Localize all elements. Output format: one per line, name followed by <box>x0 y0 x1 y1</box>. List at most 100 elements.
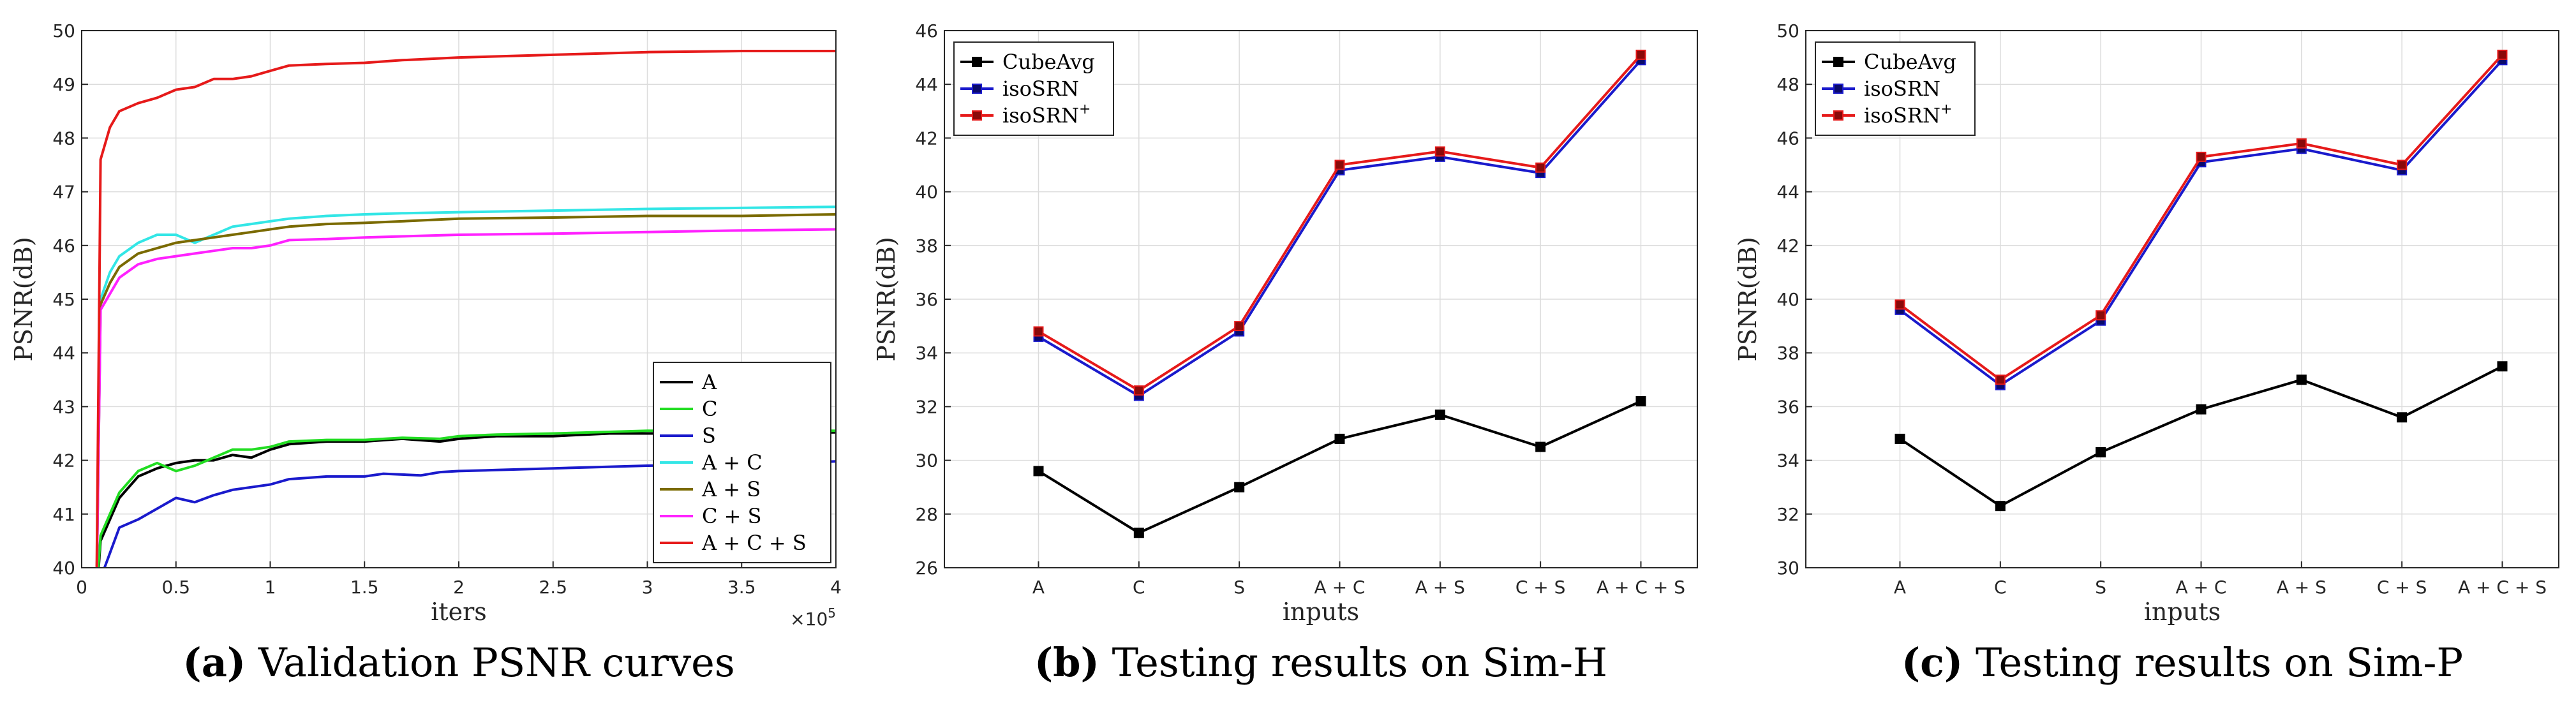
panel-c-caption-text: Testing results on Sim-P <box>1963 639 2463 686</box>
panel-b-y-tick-label: 44 <box>915 74 938 95</box>
panel-b-legend-label: isoSRN+ <box>1002 101 1091 128</box>
panel-c-data-marker <box>2397 159 2408 170</box>
panel-a-y-tick-label: 49 <box>52 74 75 95</box>
panel-a-x-tick-label: 2.5 <box>539 577 567 598</box>
panel-b-y-tick-label: 30 <box>915 450 938 471</box>
panel-c-data-marker <box>2196 151 2207 162</box>
panel-a-ticks: 40 41 42 43 44 45 46 47 48 49 50 0 0.5 1 1.5 2 2.5 3 3.5 4 <box>52 20 842 598</box>
panel-c-y-axis-label: PSNR(dB) <box>1734 237 1762 361</box>
panel-b-data-marker <box>1234 482 1245 492</box>
panel-a-lines <box>95 50 836 568</box>
panel-a-series-line-1 <box>96 429 836 568</box>
panel-c-caption: (c) Testing results on Sim-P <box>1902 639 2463 686</box>
panel-b-data-marker <box>1535 162 1546 173</box>
panel-a-y-tick-label: 43 <box>52 396 75 417</box>
panel-b-x-axis-label: inputs <box>1283 598 1359 626</box>
panel-b-data-marker <box>1033 466 1044 477</box>
panel-a-legend-label: C + S <box>702 504 762 528</box>
legend-label-name: A + S <box>701 477 761 501</box>
legend-label-name: A + C <box>701 450 763 475</box>
panel-a-caption: (a) Validation PSNR curves <box>182 639 734 686</box>
panel-a-y-tick-label: 46 <box>52 235 75 256</box>
panel-a-y-tick-label: 50 <box>52 20 75 41</box>
panel-a-y-tick-label: 41 <box>52 504 75 525</box>
panel-b-y-tick-label: 26 <box>915 558 938 579</box>
panel-c-legend-marker <box>1833 110 1843 121</box>
panel-a-series-line-3 <box>95 205 836 568</box>
panel-c-legend-label: isoSRN <box>1864 77 1940 101</box>
panel-c-y-tick-label: 44 <box>1776 182 1799 203</box>
panel-b-y-tick-label: 46 <box>915 20 938 41</box>
panel-a-y-axis-label: PSNR(dB) <box>10 237 38 361</box>
panel-c-x-tick-label: S <box>2095 577 2106 598</box>
panel-b-data-marker <box>1434 410 1445 420</box>
panel-b-sim-h-results: 26 28 30 32 34 36 38 40 42 44 46 A C S A + C A + S C + S… <box>872 20 1698 686</box>
panel-c-y-tick-label: 46 <box>1776 128 1799 149</box>
panel-b-data-marker <box>1133 528 1144 538</box>
panel-c-data-marker <box>1895 299 1905 310</box>
panel-b-caption-text: Testing results on Sim-H <box>1099 639 1607 686</box>
panel-b-x-tick-label: A + S <box>1415 577 1465 598</box>
panel-a-y-tick-label: 48 <box>52 128 75 149</box>
panel-b-legend-marker <box>972 110 982 121</box>
panel-b-caption: (b) Testing results on Sim-H <box>1034 639 1607 686</box>
panel-b-data-marker <box>1434 146 1445 157</box>
panel-b-y-tick-label: 42 <box>915 128 938 149</box>
panel-c-y-tick-label: 42 <box>1776 235 1799 256</box>
panel-a-legend-label: C <box>702 397 717 421</box>
panel-c-ticks: 30 32 34 36 38 40 42 44 46 48 50 A C S A + C A + S C + S… <box>1776 20 2547 598</box>
panel-b-caption-letter: (b) <box>1034 639 1099 686</box>
panel-b-data-marker <box>1334 433 1345 444</box>
panel-c-grid <box>1806 30 2559 568</box>
panel-c-x-tick-label: A + C <box>2176 577 2227 598</box>
panel-b-y-tick-label: 32 <box>915 396 938 417</box>
panel-a-y-tick-label: 42 <box>52 450 75 471</box>
panel-b-legend-label: CubeAvg <box>1002 50 1095 74</box>
panel-a-x-tick-label: 0 <box>76 577 87 598</box>
panel-b-y-tick-label: 40 <box>915 182 938 203</box>
panel-c-legend-marker <box>1833 57 1843 67</box>
panel-b-legend-marker <box>972 84 982 94</box>
panel-c-x-axis-label: inputs <box>2144 598 2221 626</box>
legend-label-superscript: + <box>1079 101 1091 117</box>
panel-a-x-tick-label: 1.5 <box>350 577 379 598</box>
panel-b-ticks: 26 28 30 32 34 36 38 40 42 44 46 A C S A + C A + S C + S… <box>915 20 1685 598</box>
panel-a-legend-label: A <box>701 370 717 394</box>
legend-label-name: S <box>702 424 716 448</box>
panel-a-y-tick-label: 45 <box>52 289 75 310</box>
panel-a-x-tick-label: 0.5 <box>161 577 190 598</box>
panel-b-x-tick-label: A <box>1032 577 1045 598</box>
panel-c-data-marker <box>2397 412 2408 423</box>
panel-b-lines <box>1033 49 1646 538</box>
panel-c-data-marker <box>2096 447 2106 457</box>
panel-a-x-scale-exponent: 5 <box>828 605 836 621</box>
legend-label-name: isoSRN <box>1864 103 1940 128</box>
panel-c-y-tick-label: 34 <box>1776 450 1799 471</box>
panel-c-data-marker <box>1995 501 2006 512</box>
legend-label-name: A <box>701 370 717 394</box>
panel-b-x-tick-label: C <box>1133 577 1145 598</box>
legend-label-name: CubeAvg <box>1002 50 1095 74</box>
panel-a-y-tick-label: 40 <box>52 558 75 579</box>
panel-c-data-marker <box>2096 310 2106 321</box>
panel-a-legend-label: A + S <box>701 477 761 501</box>
panel-c-lines <box>1895 49 2508 512</box>
legend-label-superscript: + <box>1940 101 1952 117</box>
legend-label-name: A + C + S <box>701 531 807 555</box>
panel-c-legend-label: isoSRN+ <box>1864 101 1952 128</box>
panel-c-y-tick-label: 50 <box>1776 20 1799 41</box>
panel-a-series-line-4 <box>95 213 836 568</box>
panel-b-y-tick-label: 28 <box>915 504 938 525</box>
panel-a-x-tick-label: 2 <box>453 577 465 598</box>
panel-a-y-tick-label: 47 <box>52 182 75 203</box>
panel-c-sim-p-results: 30 32 34 36 38 40 42 44 46 48 50 A C S A + C A + S C + S… <box>1734 20 2559 686</box>
panel-a-x-axis-label: iters <box>431 598 487 626</box>
panel-c-y-tick-label: 40 <box>1776 289 1799 310</box>
panel-c-legend-label: CubeAvg <box>1864 50 1956 74</box>
panel-b-y-tick-label: 34 <box>915 343 938 364</box>
panel-c-data-marker <box>1895 433 1905 444</box>
panel-a-series-line-2 <box>103 460 836 568</box>
